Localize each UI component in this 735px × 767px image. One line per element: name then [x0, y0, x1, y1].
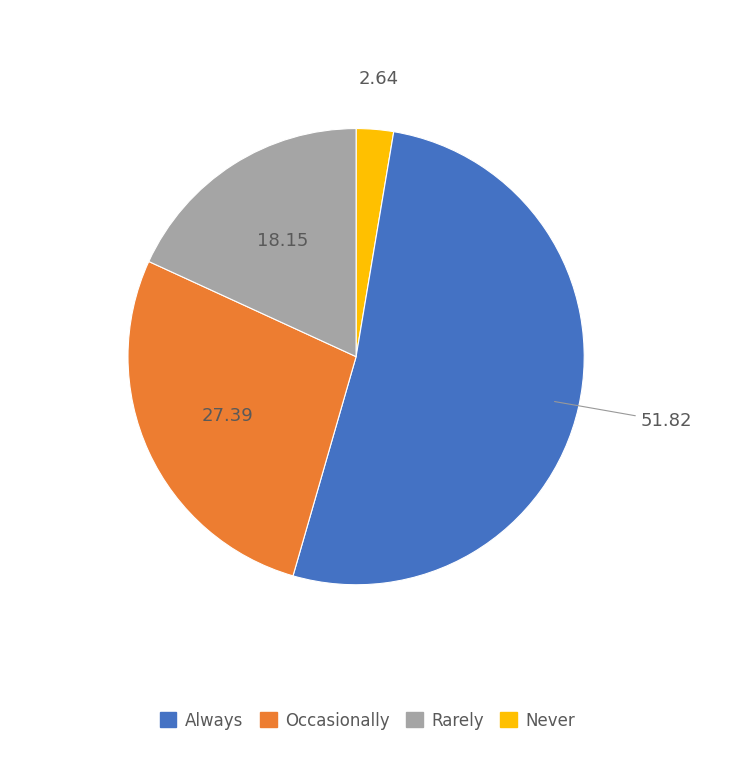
Text: 51.82: 51.82	[555, 402, 692, 430]
Wedge shape	[148, 129, 356, 357]
Legend: Always, Occasionally, Rarely, Never: Always, Occasionally, Rarely, Never	[153, 705, 582, 736]
Wedge shape	[293, 132, 584, 584]
Wedge shape	[128, 262, 356, 576]
Wedge shape	[356, 129, 394, 357]
Text: 27.39: 27.39	[201, 407, 254, 425]
Text: 2.64: 2.64	[359, 71, 398, 88]
Text: 18.15: 18.15	[257, 232, 308, 251]
